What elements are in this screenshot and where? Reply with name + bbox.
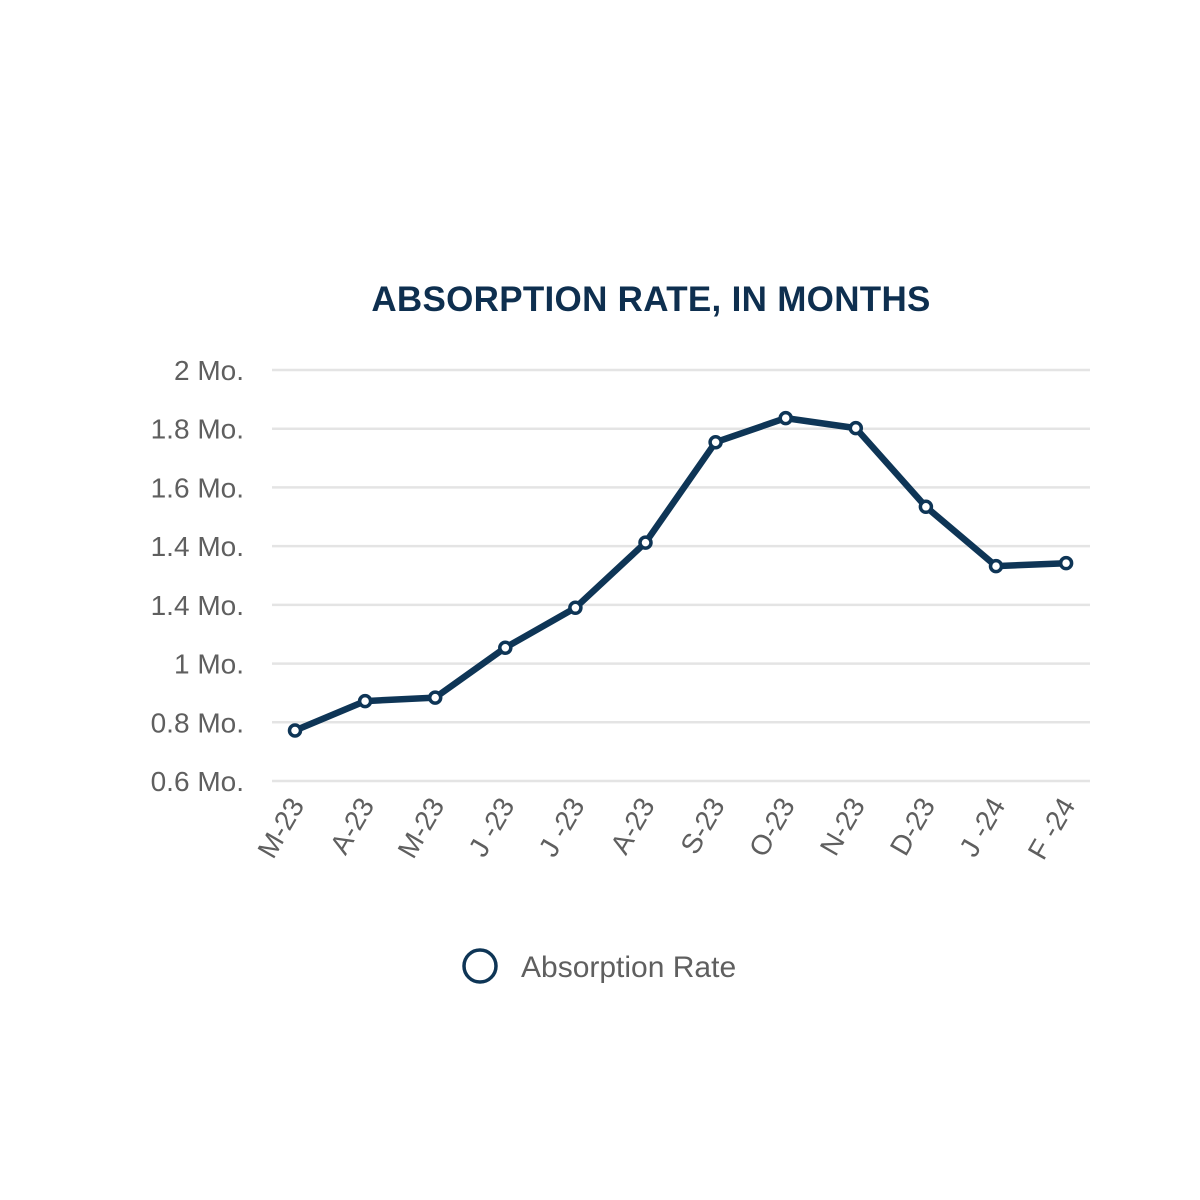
x-tick-label: O-23 [743,793,801,862]
x-axis-ticks: M-23 A-23 M-23 J -23 J -23 A-23 S-23 O-23 N-23 D-… [251,793,1081,865]
series-absorption-rate [287,410,1074,738]
data-point [918,499,934,515]
x-tick-label: A-23 [324,793,380,860]
series-line [291,414,1070,734]
chart-title: ABSORPTION RATE, IN MONTHS [371,280,930,319]
y-tick-label: 1.8 Mo. [151,414,244,445]
data-point [357,693,373,709]
grid-lines [272,368,1090,783]
y-tick-label: 1.6 Mo. [151,472,244,503]
x-tick-label: S-23 [674,793,730,860]
data-point [638,535,653,550]
legend-label: Absorption Rate [521,951,736,984]
data-point [568,600,583,616]
data-point [708,434,723,450]
y-tick-label: 2 Mo. [174,355,244,386]
data-point [988,558,1004,574]
x-tick-label: M-23 [251,793,310,864]
x-tick-label: J -23 [463,793,521,862]
data-point [848,420,864,436]
data-point [287,723,303,738]
x-tick-label: J -23 [533,793,591,862]
x-tick-label: F -24 [1022,793,1082,865]
x-tick-label: D-23 [884,793,941,861]
y-tick-label: 0.8 Mo. [151,707,244,738]
data-point [1058,555,1074,571]
x-tick-label: J -24 [953,793,1011,862]
x-tick-label: N-23 [814,793,871,861]
y-axis-ticks: 2 Mo. 1.8 Mo. 1.6 Mo. 1.4 Mo. 1.4 Mo. 1 Mo. 0.… [151,355,244,797]
y-tick-label: 1.4 Mo. [151,590,244,621]
legend: Absorption Rate [462,948,736,984]
x-tick-label: A-23 [604,793,660,860]
data-point [427,690,443,705]
data-point [778,410,793,426]
y-tick-label: 1 Mo. [174,649,244,680]
x-tick-label: M-23 [392,793,451,864]
y-tick-label: 1.4 Mo. [151,531,244,562]
data-point [498,640,513,655]
y-tick-label: 0.6 Mo. [151,766,244,797]
legend-marker [462,948,498,984]
